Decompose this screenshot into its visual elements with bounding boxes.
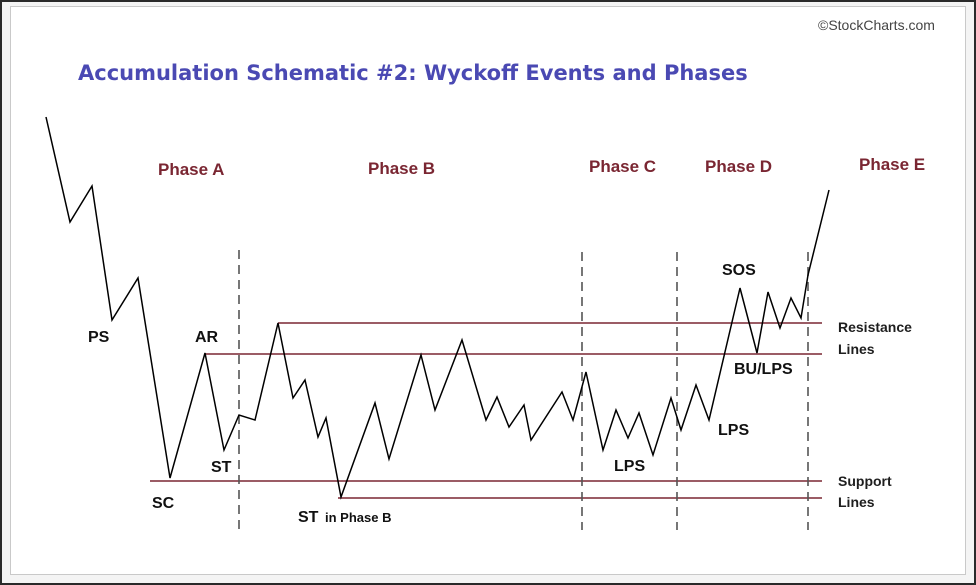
event-ps: PS [88,329,110,346]
event-st-in-phase-b: ST [298,509,319,526]
price-path [45,116,830,500]
phase-b-label: Phase B [368,159,435,178]
event-lps-phase-c: LPS [614,458,645,475]
resistance-label-line2: Lines [838,341,875,357]
event-st: ST [211,459,232,476]
support-label-line2: Lines [838,494,875,510]
event-sos: SOS [722,262,756,279]
resistance-label-line1: Resistance [838,319,912,335]
diagram-title: Accumulation Schematic #2: Wyckoff Event… [78,61,748,85]
phase-e-label: Phase E [859,155,925,174]
support-label-line1: Support [838,473,892,489]
phase-c-label: Phase C [589,157,656,176]
event-ar: AR [195,329,219,346]
phase-a-label: Phase A [158,160,224,179]
event-st-in-phase-b-suffix: in Phase B [325,510,391,525]
phase-d-label: Phase D [705,157,772,176]
event-sc: SC [152,495,175,512]
diagram-panel [10,6,966,575]
event-lps-phase-d: LPS [718,422,749,439]
stockcharts-credit: ©StockCharts.com [818,17,935,33]
event-bu-lps: BU/LPS [734,361,793,378]
